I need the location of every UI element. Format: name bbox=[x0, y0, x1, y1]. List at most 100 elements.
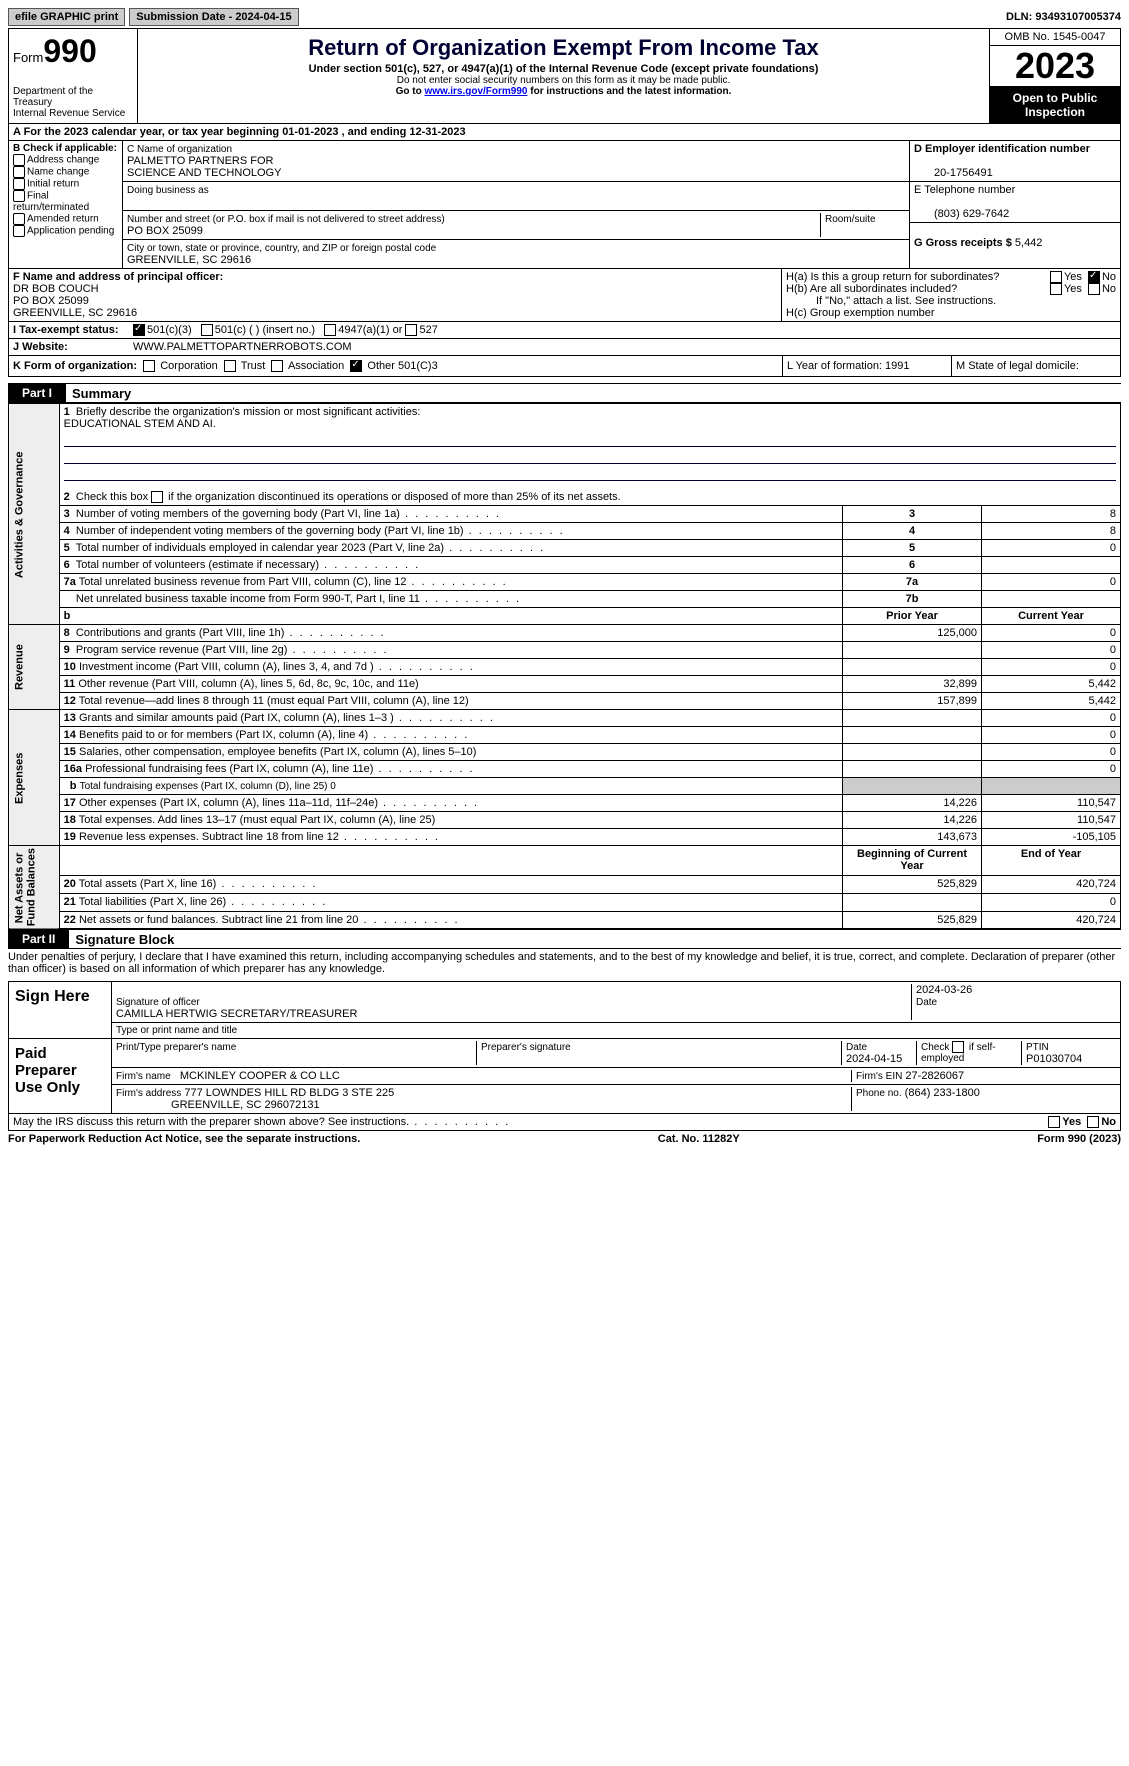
paid-preparer-block: Paid Preparer Use Only Print/Type prepar… bbox=[8, 1039, 1121, 1114]
cb-initial-return[interactable]: Initial return bbox=[27, 179, 79, 190]
cb-other[interactable]: Other bbox=[367, 360, 395, 372]
prep-name-label: Print/Type preparer's name bbox=[116, 1042, 236, 1053]
dln-label: DLN: 93493107005374 bbox=[1006, 11, 1121, 23]
irs-link[interactable]: www.irs.gov/Form990 bbox=[424, 86, 527, 97]
hdr-beg: Beginning of Current Year bbox=[843, 846, 982, 876]
l15-v: 0 bbox=[982, 744, 1121, 761]
officer-label: F Name and address of principal officer: bbox=[13, 271, 223, 283]
room-label: Room/suite bbox=[825, 214, 876, 225]
hb-no[interactable]: No bbox=[1102, 283, 1116, 295]
summary-table: Activities & Governance 1 Briefly descri… bbox=[8, 403, 1121, 929]
form-org-label: K Form of organization: bbox=[13, 360, 137, 372]
officer-addr1: PO BOX 25099 bbox=[13, 295, 89, 307]
l17-p: 14,226 bbox=[843, 795, 982, 812]
l12-p: 157,899 bbox=[843, 693, 982, 710]
l8-text: Contributions and grants (Part VIII, lin… bbox=[76, 627, 386, 639]
sig-date: 2024-03-26 bbox=[916, 984, 972, 996]
sign-here-label: Sign Here bbox=[9, 982, 112, 1038]
phone-value: (803) 629-7642 bbox=[914, 208, 1009, 220]
tax-status-label: I Tax-exempt status: bbox=[13, 324, 133, 336]
prep-date: 2024-04-15 bbox=[846, 1053, 902, 1065]
dept-label: Department of the Treasury Internal Reve… bbox=[13, 86, 133, 119]
l4-text: Number of independent voting members of … bbox=[76, 525, 565, 537]
submission-date-button[interactable]: Submission Date - 2024-04-15 bbox=[129, 8, 298, 26]
footer-right: Form 990 (2023) bbox=[1037, 1133, 1121, 1145]
cb-501c3[interactable]: 501(c)(3) bbox=[147, 324, 192, 336]
officer-name: DR BOB COUCH bbox=[13, 283, 99, 295]
l13-p bbox=[843, 710, 982, 727]
l9-v: 0 bbox=[982, 642, 1121, 659]
l10-v: 0 bbox=[982, 659, 1121, 676]
cb-trust[interactable]: Trust bbox=[241, 360, 266, 372]
part1-title: Summary bbox=[72, 386, 131, 401]
mission-value: EDUCATIONAL STEM AND AI. bbox=[64, 418, 216, 430]
l22-text: Net assets or fund balances. Subtract li… bbox=[79, 914, 460, 926]
l16a-text: Professional fundraising fees (Part IX, … bbox=[85, 763, 475, 775]
l21-text: Total liabilities (Part X, line 26) bbox=[79, 896, 327, 908]
firm-phone-label: Phone no. bbox=[856, 1088, 902, 1099]
l19-v: -105,105 bbox=[982, 829, 1121, 846]
hdr-end: End of Year bbox=[982, 846, 1121, 876]
form-title: Return of Organization Exempt From Incom… bbox=[142, 35, 985, 61]
row-j: J Website: WWW.PALMETTOPARTNERROBOTS.COM bbox=[8, 339, 1121, 356]
ein-value: 20-1756491 bbox=[914, 167, 993, 179]
l14-text: Benefits paid to or for members (Part IX… bbox=[79, 729, 469, 741]
cb-4947[interactable]: 4947(a)(1) or bbox=[338, 324, 402, 336]
part2-num: Part II bbox=[8, 930, 69, 948]
cb-assoc[interactable]: Association bbox=[288, 360, 344, 372]
l3-text: Number of voting members of the governin… bbox=[76, 508, 501, 520]
ha-yes[interactable]: Yes bbox=[1064, 271, 1082, 283]
website-label: J Website: bbox=[13, 341, 133, 353]
side-netassets: Net Assets or Fund Balances bbox=[9, 846, 60, 929]
l22-p: 525,829 bbox=[843, 911, 982, 929]
cb-amended[interactable]: Amended return bbox=[27, 214, 99, 225]
l13-text: Grants and similar amounts paid (Part IX… bbox=[79, 712, 495, 724]
l16b-p bbox=[843, 778, 982, 795]
l19-text: Revenue less expenses. Subtract line 18 … bbox=[79, 831, 440, 843]
dba-label: Doing business as bbox=[127, 185, 209, 196]
l18-text: Total expenses. Add lines 13–17 (must eq… bbox=[79, 814, 435, 826]
cb-corp[interactable]: Corporation bbox=[160, 360, 217, 372]
discuss-no[interactable]: No bbox=[1101, 1116, 1116, 1128]
cb-app-pending[interactable]: Application pending bbox=[27, 226, 114, 237]
discuss-yes[interactable]: Yes bbox=[1062, 1116, 1081, 1128]
ha-no[interactable]: No bbox=[1102, 271, 1116, 283]
prep-sig-label: Preparer's signature bbox=[481, 1042, 571, 1053]
efile-print-button[interactable]: efile GRAPHIC print bbox=[8, 8, 125, 26]
tax-year: 2023 bbox=[990, 46, 1120, 87]
row-klm: K Form of organization: Corporation Trus… bbox=[8, 356, 1121, 377]
l8-p: 125,000 bbox=[843, 625, 982, 642]
page-footer: For Paperwork Reduction Act Notice, see … bbox=[8, 1133, 1121, 1145]
l9-p bbox=[843, 642, 982, 659]
line2-text: Check this box if the organization disco… bbox=[76, 491, 621, 503]
city-label: City or town, state or province, country… bbox=[127, 243, 436, 254]
cb-name-change[interactable]: Name change bbox=[27, 167, 89, 178]
box-c: C Name of organization PALMETTO PARTNERS… bbox=[123, 141, 909, 268]
org-name: PALMETTO PARTNERS FOR SCIENCE AND TECHNO… bbox=[127, 155, 281, 179]
sig-date-label: Date bbox=[916, 997, 937, 1008]
l7b-num: 7b bbox=[843, 591, 982, 608]
gross-value: 5,442 bbox=[1015, 237, 1043, 249]
l18-p: 14,226 bbox=[843, 812, 982, 829]
top-bar: efile GRAPHIC print Submission Date - 20… bbox=[8, 8, 1121, 26]
phone-label: E Telephone number bbox=[914, 184, 1015, 196]
sign-block: Sign Here Signature of officerCAMILLA HE… bbox=[8, 981, 1121, 1039]
l16b-v bbox=[982, 778, 1121, 795]
l7b-text: Net unrelated business taxable income fr… bbox=[76, 593, 521, 605]
hc-label: H(c) Group exemption number bbox=[786, 307, 1116, 319]
l16b-text: Total fundraising expenses (Part IX, col… bbox=[80, 781, 336, 792]
prep-self-label: Check if self-employed bbox=[921, 1042, 996, 1064]
l19-p: 143,673 bbox=[843, 829, 982, 846]
street-label: Number and street (or P.O. box if mail i… bbox=[127, 214, 445, 225]
l21-p bbox=[843, 894, 982, 912]
l11-text: Other revenue (Part VIII, column (A), li… bbox=[78, 678, 418, 690]
cb-527[interactable]: 527 bbox=[419, 324, 437, 336]
hb-note: If "No," attach a list. See instructions… bbox=[786, 295, 1116, 307]
l22-v: 420,724 bbox=[982, 911, 1121, 929]
cb-501c[interactable]: 501(c) ( ) (insert no.) bbox=[215, 324, 315, 336]
hb-yes[interactable]: Yes bbox=[1064, 283, 1082, 295]
hdr-prior: Prior Year bbox=[843, 608, 982, 625]
cb-address-change[interactable]: Address change bbox=[27, 155, 99, 166]
l6-num: 6 bbox=[843, 557, 982, 574]
l14-p bbox=[843, 727, 982, 744]
